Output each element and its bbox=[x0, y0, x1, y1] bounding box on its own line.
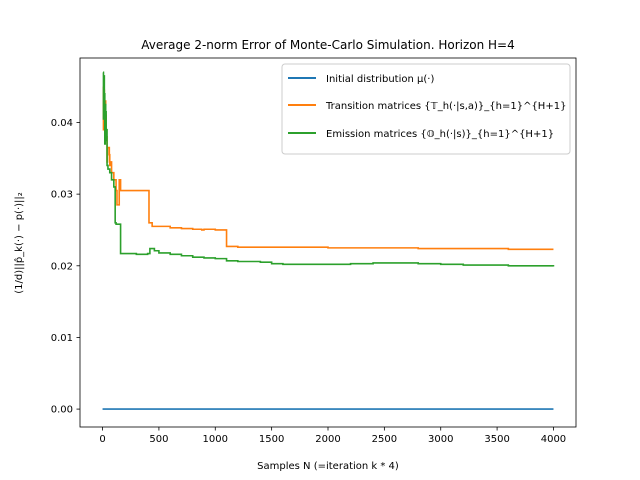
y-axis: 0.00 0.01 0.02 0.03 0.04 bbox=[51, 118, 80, 416]
legend-label-emission: Emission matrices {𝕆_h(·|s)}_{h=1}^{H+1} bbox=[326, 129, 554, 140]
y-axis-label: (1/d)||p̂_k(·) − p(·)||₂ bbox=[13, 192, 25, 294]
x-tick-label: 3000 bbox=[428, 434, 453, 445]
x-axis-label: Samples N (=iteration k * 4) bbox=[257, 461, 399, 472]
legend-label-initial: Initial distribution μ(·) bbox=[326, 74, 434, 85]
x-tick-label: 4000 bbox=[541, 434, 566, 445]
x-tick-label: 1000 bbox=[203, 434, 228, 445]
series-line-emission-matrices bbox=[102, 71, 555, 267]
y-tick-label: 0.03 bbox=[51, 190, 73, 201]
x-tick-label: 1500 bbox=[259, 434, 284, 445]
legend-label-transition: Transition matrices {𝕋_h(·|s,a)}_{h=1}^{… bbox=[325, 101, 566, 112]
legend: Initial distribution μ(·) Transition mat… bbox=[281, 63, 571, 155]
series-layer bbox=[102, 71, 555, 410]
x-tick-label: 500 bbox=[149, 434, 168, 445]
x-tick-label: 2500 bbox=[372, 434, 397, 445]
y-tick-label: 0.04 bbox=[51, 118, 73, 129]
legend-box bbox=[281, 63, 571, 155]
y-tick-label: 0.00 bbox=[51, 405, 73, 416]
x-tick-label: 0 bbox=[99, 434, 105, 445]
chart-title: Average 2-norm Error of Monte-Carlo Simu… bbox=[141, 38, 515, 52]
x-tick-label: 3500 bbox=[484, 434, 509, 445]
x-axis: 0 500 1000 1500 2000 2500 3000 3500 4000 bbox=[99, 427, 566, 445]
x-tick-label: 2000 bbox=[315, 434, 340, 445]
y-tick-label: 0.02 bbox=[51, 261, 73, 272]
y-tick-label: 0.01 bbox=[51, 333, 73, 344]
